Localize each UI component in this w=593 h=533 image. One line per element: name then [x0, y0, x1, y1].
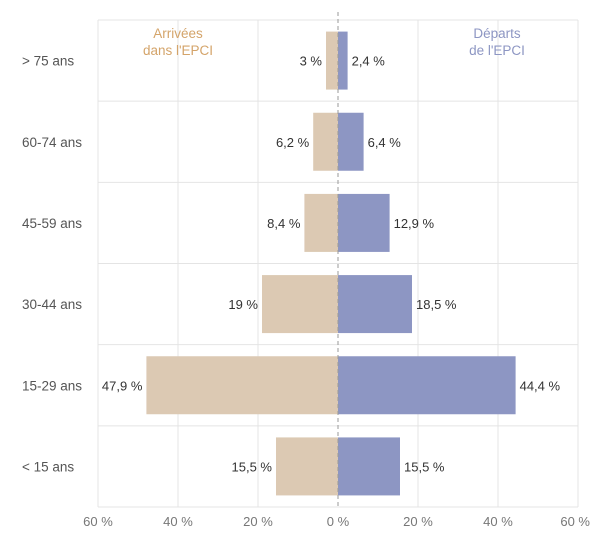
bar-arrivees — [313, 112, 338, 171]
value-label-departs: 18,5 % — [416, 297, 457, 312]
value-label-arrivees: 8,4 % — [267, 216, 301, 231]
category-label: 60-74 ans — [22, 135, 82, 150]
bar-departs — [338, 193, 390, 252]
x-tick-label: 60 % — [560, 514, 590, 529]
bar-arrivees — [146, 356, 338, 415]
x-tick-label: 40 % — [163, 514, 193, 529]
value-label-departs: 12,9 % — [394, 216, 435, 231]
bar-arrivees — [262, 275, 338, 334]
bar-departs — [338, 112, 364, 171]
category-label: 30-44 ans — [22, 297, 82, 312]
legend-departs-label: Départs — [473, 26, 521, 41]
category-label: < 15 ans — [22, 459, 74, 474]
value-label-arrivees: 19 % — [228, 297, 258, 312]
x-tick-label: 0 % — [327, 514, 350, 529]
legend-arrivees-label: dans l'EPCI — [143, 43, 213, 58]
x-tick-label: 20 % — [243, 514, 273, 529]
bar-departs — [338, 437, 400, 496]
x-tick-label: 20 % — [403, 514, 433, 529]
value-label-departs: 6,4 % — [368, 135, 402, 150]
bar-departs — [338, 31, 348, 90]
value-label-departs: 2,4 % — [352, 54, 386, 69]
x-tick-label: 60 % — [83, 514, 113, 529]
bar-arrivees — [304, 193, 338, 252]
value-label-arrivees: 47,9 % — [102, 378, 143, 393]
x-tick-label: 40 % — [483, 514, 513, 529]
value-label-arrivees: 15,5 % — [232, 459, 273, 474]
bar-arrivees — [326, 31, 338, 90]
legend-arrivees-label: Arrivées — [153, 26, 203, 41]
value-label-departs: 15,5 % — [404, 459, 445, 474]
category-label: 45-59 ans — [22, 216, 82, 231]
value-label-departs: 44,4 % — [520, 378, 561, 393]
bar-departs — [338, 275, 412, 334]
bar-arrivees — [276, 437, 338, 496]
legend-departs-label: de l'EPCI — [469, 43, 525, 58]
category-label: > 75 ans — [22, 54, 74, 69]
bar-departs — [338, 356, 516, 415]
value-label-arrivees: 3 % — [300, 54, 323, 69]
category-label: 15-29 ans — [22, 378, 82, 393]
value-label-arrivees: 6,2 % — [276, 135, 310, 150]
